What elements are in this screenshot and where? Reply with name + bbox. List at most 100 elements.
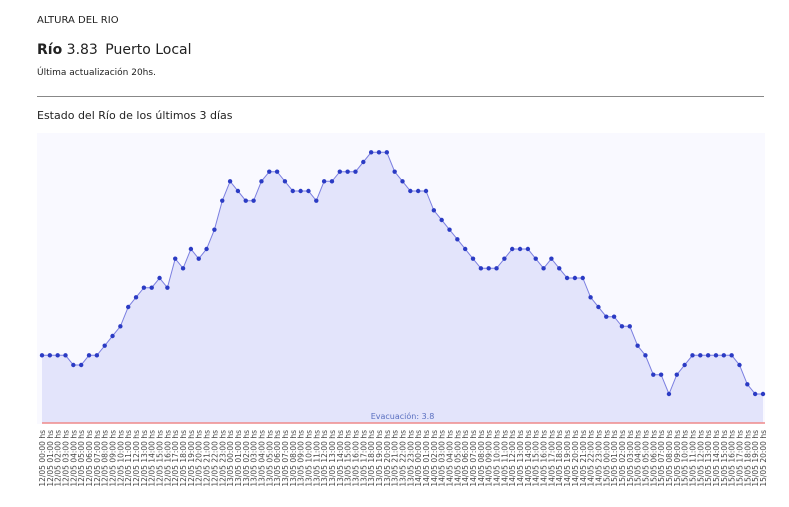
point bbox=[431, 208, 437, 213]
x-tick-label: 12/05 00:00 hs bbox=[38, 430, 47, 487]
point bbox=[619, 324, 625, 329]
point bbox=[737, 362, 742, 368]
level-row: Río 3.83 Puerto Local bbox=[37, 42, 192, 58]
x-tick-label: 12/05 10:00 hs bbox=[116, 430, 125, 487]
x-tick-label: 13/05 10:00 hs bbox=[304, 430, 313, 487]
point bbox=[329, 179, 335, 184]
x-tick-label: 13/05 20:00 hs bbox=[383, 430, 392, 487]
point bbox=[337, 169, 343, 174]
x-tick-label: 15/05 20:00 hs bbox=[759, 430, 768, 487]
x-tick-label: 14/05 14:00 hs bbox=[524, 430, 533, 487]
point bbox=[580, 275, 585, 281]
x-tick-label: 14/05 21:00 hs bbox=[579, 430, 588, 487]
x-tick-label: 12/05 17:00 hs bbox=[171, 430, 180, 487]
x-tick-label: 13/05 06:00 hs bbox=[273, 430, 282, 487]
x-tick-label: 12/05 01:00 hs bbox=[46, 430, 55, 487]
x-tick-label: 12/05 13:00 hs bbox=[140, 430, 149, 487]
x-tick-label: 12/05 11:00 hs bbox=[124, 430, 133, 487]
x-tick-label: 13/05 22:00 hs bbox=[399, 430, 408, 487]
point bbox=[572, 275, 578, 281]
x-tick-label: 14/05 19:00 hs bbox=[563, 430, 572, 487]
point bbox=[102, 343, 107, 348]
point bbox=[274, 169, 280, 174]
x-tick-label: 12/05 03:00 hs bbox=[62, 430, 71, 487]
point bbox=[173, 256, 178, 261]
x-tick-label: 15/05 18:00 hs bbox=[743, 430, 752, 487]
x-tick-label: 15/05 19:00 hs bbox=[751, 430, 760, 487]
point bbox=[149, 285, 154, 290]
point bbox=[502, 256, 507, 261]
x-tick-label: 14/05 15:00 hs bbox=[532, 430, 541, 487]
x-tick-label: 12/05 20:00 hs bbox=[195, 430, 204, 487]
point bbox=[698, 353, 703, 358]
point bbox=[494, 266, 499, 271]
x-tick-label: 13/05 23:00 hs bbox=[406, 430, 415, 487]
point bbox=[533, 256, 538, 261]
x-tick-label: 15/05 10:00 hs bbox=[681, 430, 690, 487]
x-tick-label: 13/05 01:00 hs bbox=[234, 430, 243, 487]
x-tick-label: 12/05 12:00 hs bbox=[132, 430, 141, 487]
x-tick-label: 12/05 09:00 hs bbox=[109, 430, 118, 487]
point bbox=[63, 353, 68, 358]
point bbox=[705, 353, 711, 358]
point bbox=[415, 188, 421, 194]
point bbox=[243, 198, 248, 203]
x-tick-label: 15/05 14:00 hs bbox=[712, 430, 721, 487]
x-tick-label: 14/05 12:00 hs bbox=[508, 430, 517, 487]
point bbox=[188, 246, 194, 252]
x-tick-label: 14/05 02:00 hs bbox=[430, 430, 439, 487]
x-tick-label: 13/05 19:00 hs bbox=[375, 430, 384, 487]
point bbox=[353, 169, 358, 174]
point bbox=[384, 150, 390, 155]
x-tick-label: 14/05 23:00 hs bbox=[594, 430, 603, 487]
threshold-label: Evacuación: 3.8 bbox=[371, 411, 435, 421]
x-tick-label: 13/05 03:00 hs bbox=[250, 430, 259, 487]
point bbox=[78, 362, 84, 368]
point bbox=[510, 246, 515, 252]
x-tick-label: 12/05 07:00 hs bbox=[93, 430, 102, 487]
river-label: Río bbox=[37, 42, 63, 58]
point bbox=[55, 353, 60, 358]
x-tick-label: 15/05 04:00 hs bbox=[634, 430, 643, 487]
x-tick-label: 12/05 02:00 hs bbox=[54, 430, 63, 487]
point bbox=[525, 246, 531, 252]
point bbox=[141, 285, 147, 290]
x-tick-label: 15/05 07:00 hs bbox=[657, 430, 666, 487]
river-level: 3.83 bbox=[66, 42, 98, 58]
x-tick-label: 15/05 12:00 hs bbox=[696, 430, 705, 487]
x-tick-label: 13/05 11:00 hs bbox=[312, 430, 321, 487]
x-tick-label: 14/05 18:00 hs bbox=[555, 430, 564, 487]
point bbox=[94, 353, 100, 358]
point bbox=[447, 227, 452, 232]
point bbox=[220, 198, 225, 203]
point bbox=[674, 372, 679, 377]
x-tick-label: 12/05 21:00 hs bbox=[203, 430, 212, 487]
x-tick-label: 13/05 07:00 hs bbox=[281, 430, 290, 487]
x-tick-label: 14/05 07:00 hs bbox=[469, 430, 478, 487]
point bbox=[392, 169, 397, 174]
x-tick-label: 12/05 18:00 hs bbox=[179, 430, 188, 487]
x-tick-label: 12/05 16:00 hs bbox=[163, 430, 172, 487]
point bbox=[729, 353, 734, 358]
point bbox=[368, 150, 374, 155]
point bbox=[180, 266, 186, 271]
x-tick-label: 15/05 17:00 hs bbox=[735, 430, 744, 487]
x-tick-label: 14/05 22:00 hs bbox=[587, 430, 596, 487]
point bbox=[455, 237, 460, 242]
x-tick-label: 12/05 08:00 hs bbox=[101, 430, 110, 487]
x-tick-label: 13/05 09:00 hs bbox=[297, 430, 306, 487]
widget-title: ALTURA DEL RIO bbox=[37, 15, 119, 26]
point bbox=[259, 179, 264, 184]
x-tick-label: 15/05 03:00 hs bbox=[626, 430, 635, 487]
point bbox=[196, 256, 201, 261]
point bbox=[604, 314, 609, 319]
x-tick-label: 12/05 19:00 hs bbox=[187, 430, 196, 487]
x-tick-label: 12/05 04:00 hs bbox=[69, 430, 78, 487]
area bbox=[42, 152, 763, 424]
x-tick-label: 13/05 04:00 hs bbox=[257, 430, 266, 487]
point bbox=[658, 372, 664, 377]
x-tick-label: 14/05 16:00 hs bbox=[540, 430, 549, 487]
point bbox=[486, 266, 491, 271]
point bbox=[157, 275, 162, 281]
